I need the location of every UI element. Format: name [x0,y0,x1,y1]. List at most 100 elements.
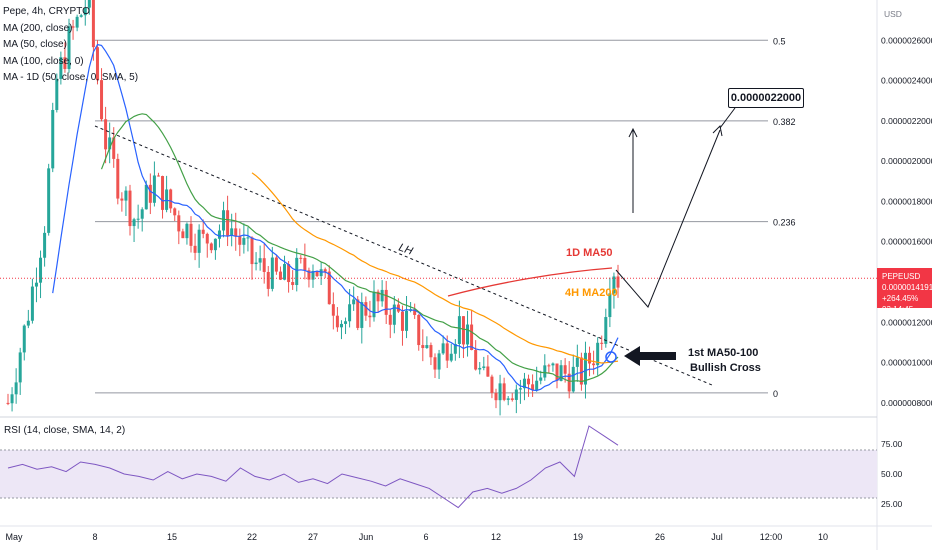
candle-body [482,366,486,368]
candle-body [303,257,307,271]
candle-body [596,342,600,366]
cross-arrow [624,346,676,366]
y-tick-label: 0.0000026000 [881,35,932,45]
candle-body [246,237,250,239]
candle-body [152,175,156,203]
candle-body [531,384,535,391]
candle-body [579,357,583,385]
candle-body [494,392,498,401]
candle-body [238,236,242,245]
lh-label: LH [397,242,414,258]
candle-body [539,377,543,381]
candle-body [161,176,165,210]
x-tick-label: 6 [423,532,428,542]
candle-body [490,376,494,393]
rsi-legend: RSI (14, close, SMA, 14, 2) [4,425,125,436]
ma200-line [251,172,619,364]
candle-body [433,357,437,370]
y-tick-label: 0.0000024000 [881,76,932,86]
candle-body [185,223,189,239]
candle-body [372,291,376,318]
candle-body [364,302,368,316]
candle-body [144,184,148,210]
candle-body [291,282,295,286]
candle-body [39,257,43,283]
candle-body [116,158,120,199]
candle-body [527,378,531,385]
x-tick-label: Jul [711,532,723,542]
cross-label-line2: Bullish Cross [690,362,761,374]
candle-body [295,257,299,286]
candle-body [311,270,315,280]
y-tick-label: 0.0000018000 [881,196,932,206]
x-tick-label: 27 [308,532,318,542]
price-tag-countdown: 03:14:45 [882,305,914,314]
candle-body [567,373,571,392]
candle-body [583,352,587,385]
candle-body [559,365,563,381]
candle-body [437,353,441,370]
candle-body [26,320,30,326]
legend-ma100: MA (100, close, 0) [3,55,84,67]
candle-body [197,229,201,253]
cross-label-line1: 1st MA50-100 [688,347,758,359]
candle-body [417,314,421,346]
ma100-line [100,113,619,383]
ma50-line [52,43,619,392]
candle-body [616,276,620,288]
candle-body [14,382,18,395]
candle-body [405,310,409,331]
candle-body [514,389,518,400]
candle-body [486,366,490,377]
target-price-callout[interactable]: 0.0000022000 [728,88,804,108]
candle-body [388,314,392,325]
candle-body [230,228,234,236]
candle-body [344,321,348,324]
candle-body [449,353,453,361]
candle-body [327,271,331,305]
candle-body [83,7,87,16]
candle-body [335,315,339,328]
fib-label: 0.236 [773,218,796,228]
candle-body [588,352,592,364]
candle-body [165,189,169,210]
candle-body [478,367,482,370]
candle-body [148,184,152,203]
x-tick-label: Jun [359,532,374,542]
candle-body [201,229,205,234]
candle-body [34,282,38,287]
y-tick-label: 0.0000010000 [881,358,932,368]
candle-body [352,299,356,305]
candle-body [466,324,470,345]
candle-body [380,289,384,302]
candle-body [384,289,388,315]
candle-body [169,189,173,209]
x-tick-label: 12:00 [760,532,783,542]
fib-label: 0.5 [773,36,786,46]
y-tick-label: 0.0000008000 [881,398,932,408]
candle-body [575,357,579,367]
price-tag-change: +264.45% [882,294,919,303]
candle-body [498,383,502,401]
legend-ma50: MA (50, close) [3,39,67,50]
candle-body [453,343,457,354]
rsi-band [0,450,877,498]
candle-body [258,258,262,263]
y-tick-label: 0.0000022000 [881,116,932,126]
last-price-tag: PEPEUSD 0.0000014191 +264.45% 03:14:45 [877,268,932,314]
candle-body [287,264,291,283]
candle-body [262,258,266,272]
candle-body [368,315,372,318]
candle-body [6,402,10,404]
candle-body [518,388,522,390]
candle-body [51,109,55,169]
candle-body [474,350,478,370]
candle-body [376,291,380,302]
candle-body [63,57,67,69]
x-tick-label: 26 [655,532,665,542]
candle-body [441,343,445,354]
candle-body [10,394,14,404]
candle-body [592,363,596,366]
